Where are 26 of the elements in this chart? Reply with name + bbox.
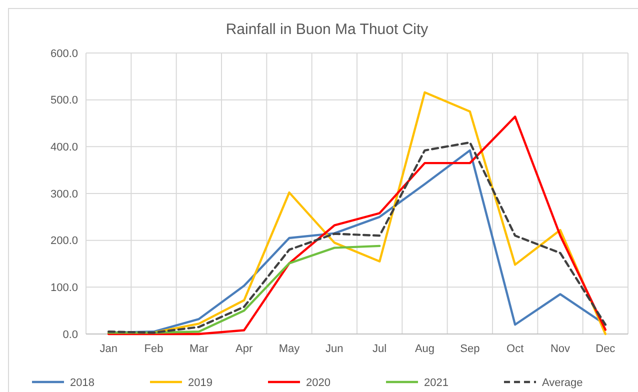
x-tick-label: Nov [550, 343, 571, 355]
x-tick-label: Sep [460, 343, 480, 355]
y-tick-label: 200.0 [50, 235, 78, 248]
x-tick-label: Mar [189, 343, 209, 355]
x-tick-label: May [278, 343, 300, 355]
legend-label: 2018 [70, 376, 94, 389]
x-tick-label: Dec [596, 343, 616, 355]
legend-label: 2019 [188, 376, 212, 389]
x-tick-label: Oct [506, 343, 524, 355]
x-tick-label: Jan [100, 343, 118, 355]
chart-title: Rainfall in Buon Ma Thuot City [226, 21, 429, 38]
y-tick-label: 300.0 [50, 188, 78, 200]
x-tick-label: Jul [372, 343, 387, 355]
y-tick-label: 400.0 [50, 142, 78, 154]
x-tick-label: Aug [414, 343, 435, 355]
legend-label: 2020 [306, 376, 330, 389]
x-tick-label: Jun [326, 343, 344, 355]
legend-label: Average [542, 376, 583, 389]
x-tick-label: Feb [144, 343, 164, 355]
x-tick-label: Apr [236, 343, 253, 355]
y-tick-label: 0.0 [62, 328, 78, 341]
y-tick-label: 100.0 [50, 282, 78, 294]
line-series [107, 244, 381, 334]
y-tick-label: 600.0 [50, 48, 78, 60]
legend-label: 2021 [424, 376, 448, 389]
y-tick-label: 500.0 [50, 94, 78, 107]
